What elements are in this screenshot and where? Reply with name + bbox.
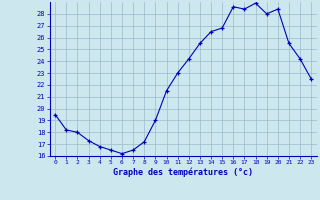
X-axis label: Graphe des températures (°c): Graphe des températures (°c) xyxy=(113,168,253,177)
